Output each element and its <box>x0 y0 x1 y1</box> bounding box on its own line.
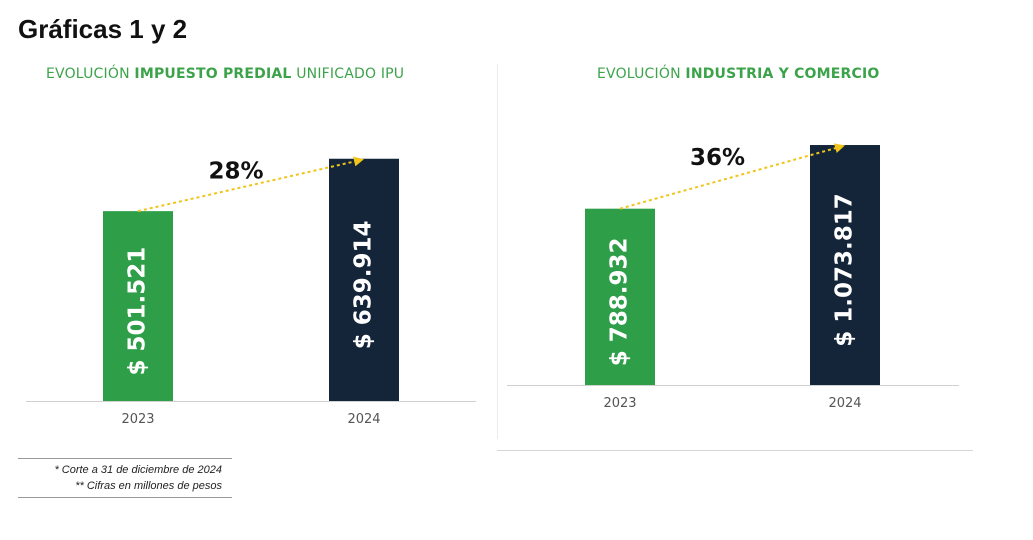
footnote-units: ** Cifras en millones de pesos <box>75 480 222 492</box>
bar-chart-ica: $ 788.932 2023 $ 1.073.817 2024 36% <box>507 143 959 411</box>
footnotes: * Corte a 31 de diciembre de 2024 ** Cif… <box>18 458 232 498</box>
x-tick-label: 2023 <box>121 412 154 427</box>
bar-2024 <box>329 158 399 401</box>
panel-divider <box>497 64 498 439</box>
x-tick-label: 2024 <box>347 412 380 427</box>
chart-panel-ica: EVOLUCIÓN INDUSTRIA Y COMERCIO $ 788.932… <box>497 58 973 453</box>
chart-title-part: EVOLUCIÓN <box>597 66 686 82</box>
chart-title-part: UNIFICADO IPU <box>291 66 405 82</box>
chart-title-part: EVOLUCIÓN <box>46 66 135 82</box>
chart-panel-ipu: EVOLUCIÓN IMPUESTO PREDIAL UNIFICADO IPU… <box>18 58 480 448</box>
chart-title-part: INDUSTRIA Y COMERCIO <box>685 66 880 82</box>
bar-2023 <box>585 208 655 385</box>
chart-title: EVOLUCIÓN IMPUESTO PREDIAL UNIFICADO IPU <box>46 66 508 82</box>
bar-value-label: $ 639.914 <box>351 220 377 349</box>
bar-2024 <box>810 145 880 385</box>
footnote-cutoff: * Corte a 31 de diciembre de 2024 <box>54 464 222 476</box>
growth-label: 28% <box>208 159 263 185</box>
growth-arrow <box>137 156 364 213</box>
page-title: Gráficas 1 y 2 <box>18 14 188 44</box>
x-tick-label: 2023 <box>603 396 636 411</box>
bar-value-label: $ 1.073.817 <box>832 193 858 347</box>
chart-title-part: IMPUESTO PREDIAL <box>134 66 292 82</box>
growth-arrow <box>619 143 845 210</box>
bar-value-label: $ 788.932 <box>607 237 633 366</box>
bar-2023 <box>103 211 173 401</box>
x-tick-label: 2024 <box>828 396 861 411</box>
bar-chart-ipu: $ 501.521 2023 $ 639.914 2024 28% <box>26 156 476 427</box>
panel-bottom-rule <box>497 450 973 451</box>
growth-label: 36% <box>690 145 745 171</box>
chart-title: EVOLUCIÓN INDUSTRIA Y COMERCIO <box>597 66 1033 82</box>
bar-value-label: $ 501.521 <box>125 247 151 376</box>
